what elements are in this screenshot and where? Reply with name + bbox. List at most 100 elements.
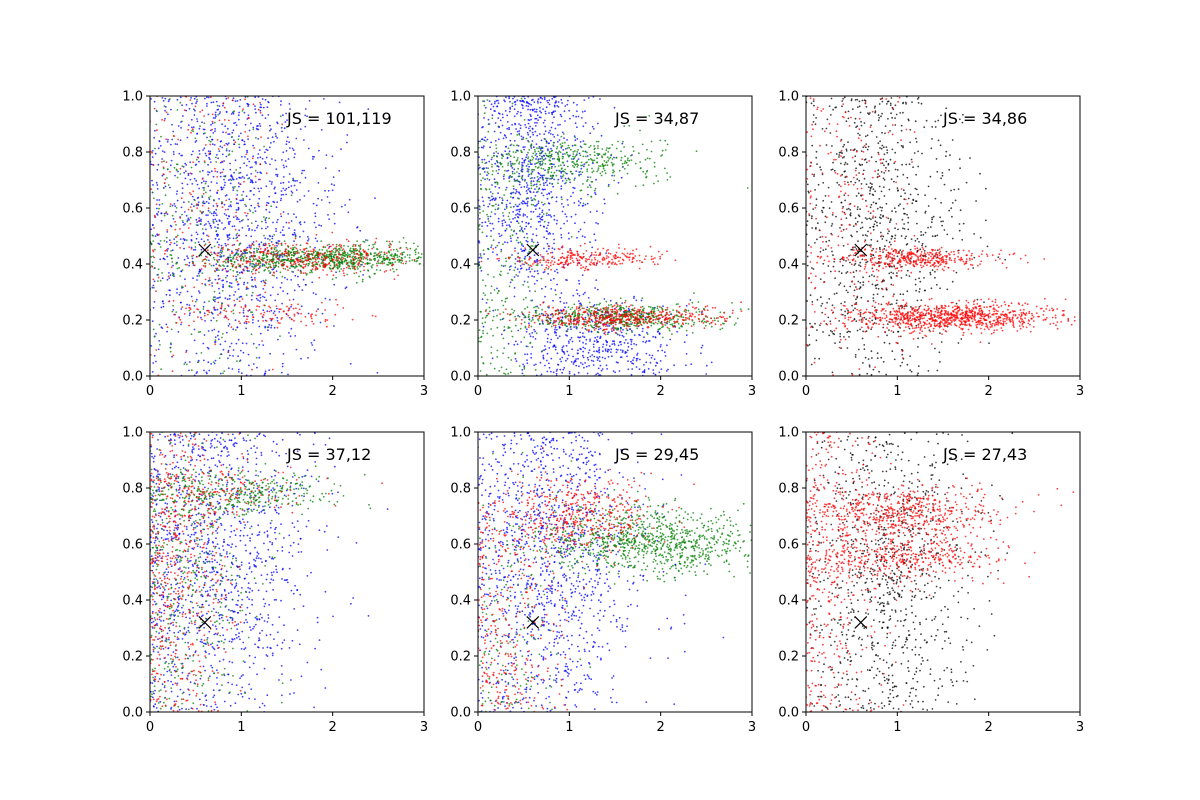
data-point (227, 304, 229, 306)
data-point (243, 162, 246, 165)
data-point (485, 167, 488, 169)
data-point (280, 126, 283, 129)
data-point (187, 201, 190, 203)
data-point (175, 168, 178, 171)
data-point (244, 96, 247, 98)
data-point (191, 255, 193, 258)
data-point (513, 287, 516, 289)
data-point (214, 130, 216, 133)
data-point (537, 202, 540, 205)
data-point (598, 351, 601, 354)
data-point (160, 326, 163, 329)
data-point (190, 239, 193, 242)
data-point (169, 346, 172, 349)
data-point (606, 320, 609, 323)
data-point (505, 186, 508, 189)
data-point (559, 296, 561, 299)
data-point (218, 198, 221, 200)
data-point (275, 264, 278, 267)
data-point (561, 371, 563, 374)
data-point (631, 368, 634, 370)
data-point (200, 238, 203, 241)
data-point (304, 114, 307, 117)
data-point (682, 316, 685, 319)
data-point (187, 174, 190, 177)
data-point (478, 261, 481, 263)
data-point (544, 285, 547, 288)
data-point (554, 326, 557, 329)
data-point (298, 308, 301, 311)
data-point (318, 248, 321, 251)
data-point (636, 357, 639, 360)
data-point (335, 245, 338, 248)
data-point (354, 255, 357, 258)
data-point (321, 249, 324, 251)
data-point (514, 123, 517, 126)
data-point (258, 190, 261, 193)
data-point (376, 260, 379, 263)
data-point (530, 115, 532, 118)
data-point (272, 257, 274, 259)
data-point (480, 146, 483, 149)
data-point (285, 312, 288, 315)
data-point (299, 128, 302, 131)
data-point (306, 273, 308, 275)
data-point (249, 210, 252, 212)
data-point (179, 101, 182, 104)
data-point (374, 315, 377, 318)
data-point (517, 314, 519, 317)
data-point (248, 229, 250, 232)
data-point (647, 367, 650, 370)
data-point (256, 171, 259, 174)
data-point (215, 100, 218, 103)
data-point (201, 178, 204, 180)
data-point (428, 267, 430, 269)
data-point (587, 193, 589, 196)
data-point (498, 186, 501, 189)
data-point (599, 302, 601, 305)
data-point (223, 106, 226, 109)
data-point (366, 262, 368, 265)
data-point (719, 328, 722, 331)
data-point (565, 359, 567, 362)
data-point (258, 205, 260, 208)
data-point (233, 243, 236, 246)
data-point (638, 333, 640, 336)
data-point (281, 229, 284, 232)
data-point (215, 230, 218, 233)
data-point (588, 184, 591, 187)
data-point (584, 316, 587, 319)
data-point (240, 259, 242, 262)
data-point (239, 166, 242, 169)
data-point (528, 165, 530, 168)
data-point (551, 121, 554, 124)
data-point (296, 311, 299, 314)
data-point (280, 244, 283, 247)
data-point (508, 126, 510, 129)
data-point (291, 264, 293, 266)
data-point (414, 249, 416, 252)
data-point (268, 211, 271, 214)
data-point (162, 305, 165, 308)
data-point (383, 262, 386, 265)
data-point (339, 258, 342, 261)
y-tick-label: 0.6 (122, 202, 143, 217)
data-point (303, 195, 306, 197)
data-point (163, 151, 166, 154)
data-point (556, 104, 559, 107)
data-point (402, 237, 405, 239)
data-point (327, 214, 329, 216)
data-point (314, 268, 317, 271)
data-point (516, 99, 519, 102)
data-point (223, 309, 226, 312)
data-point (388, 244, 390, 247)
data-point (207, 150, 210, 153)
data-point (531, 275, 533, 277)
data-point (173, 203, 176, 205)
data-point (245, 164, 248, 167)
data-point (237, 118, 240, 121)
data-point (708, 322, 711, 325)
data-point (208, 283, 211, 286)
data-point (290, 318, 293, 320)
data-point (510, 132, 512, 135)
